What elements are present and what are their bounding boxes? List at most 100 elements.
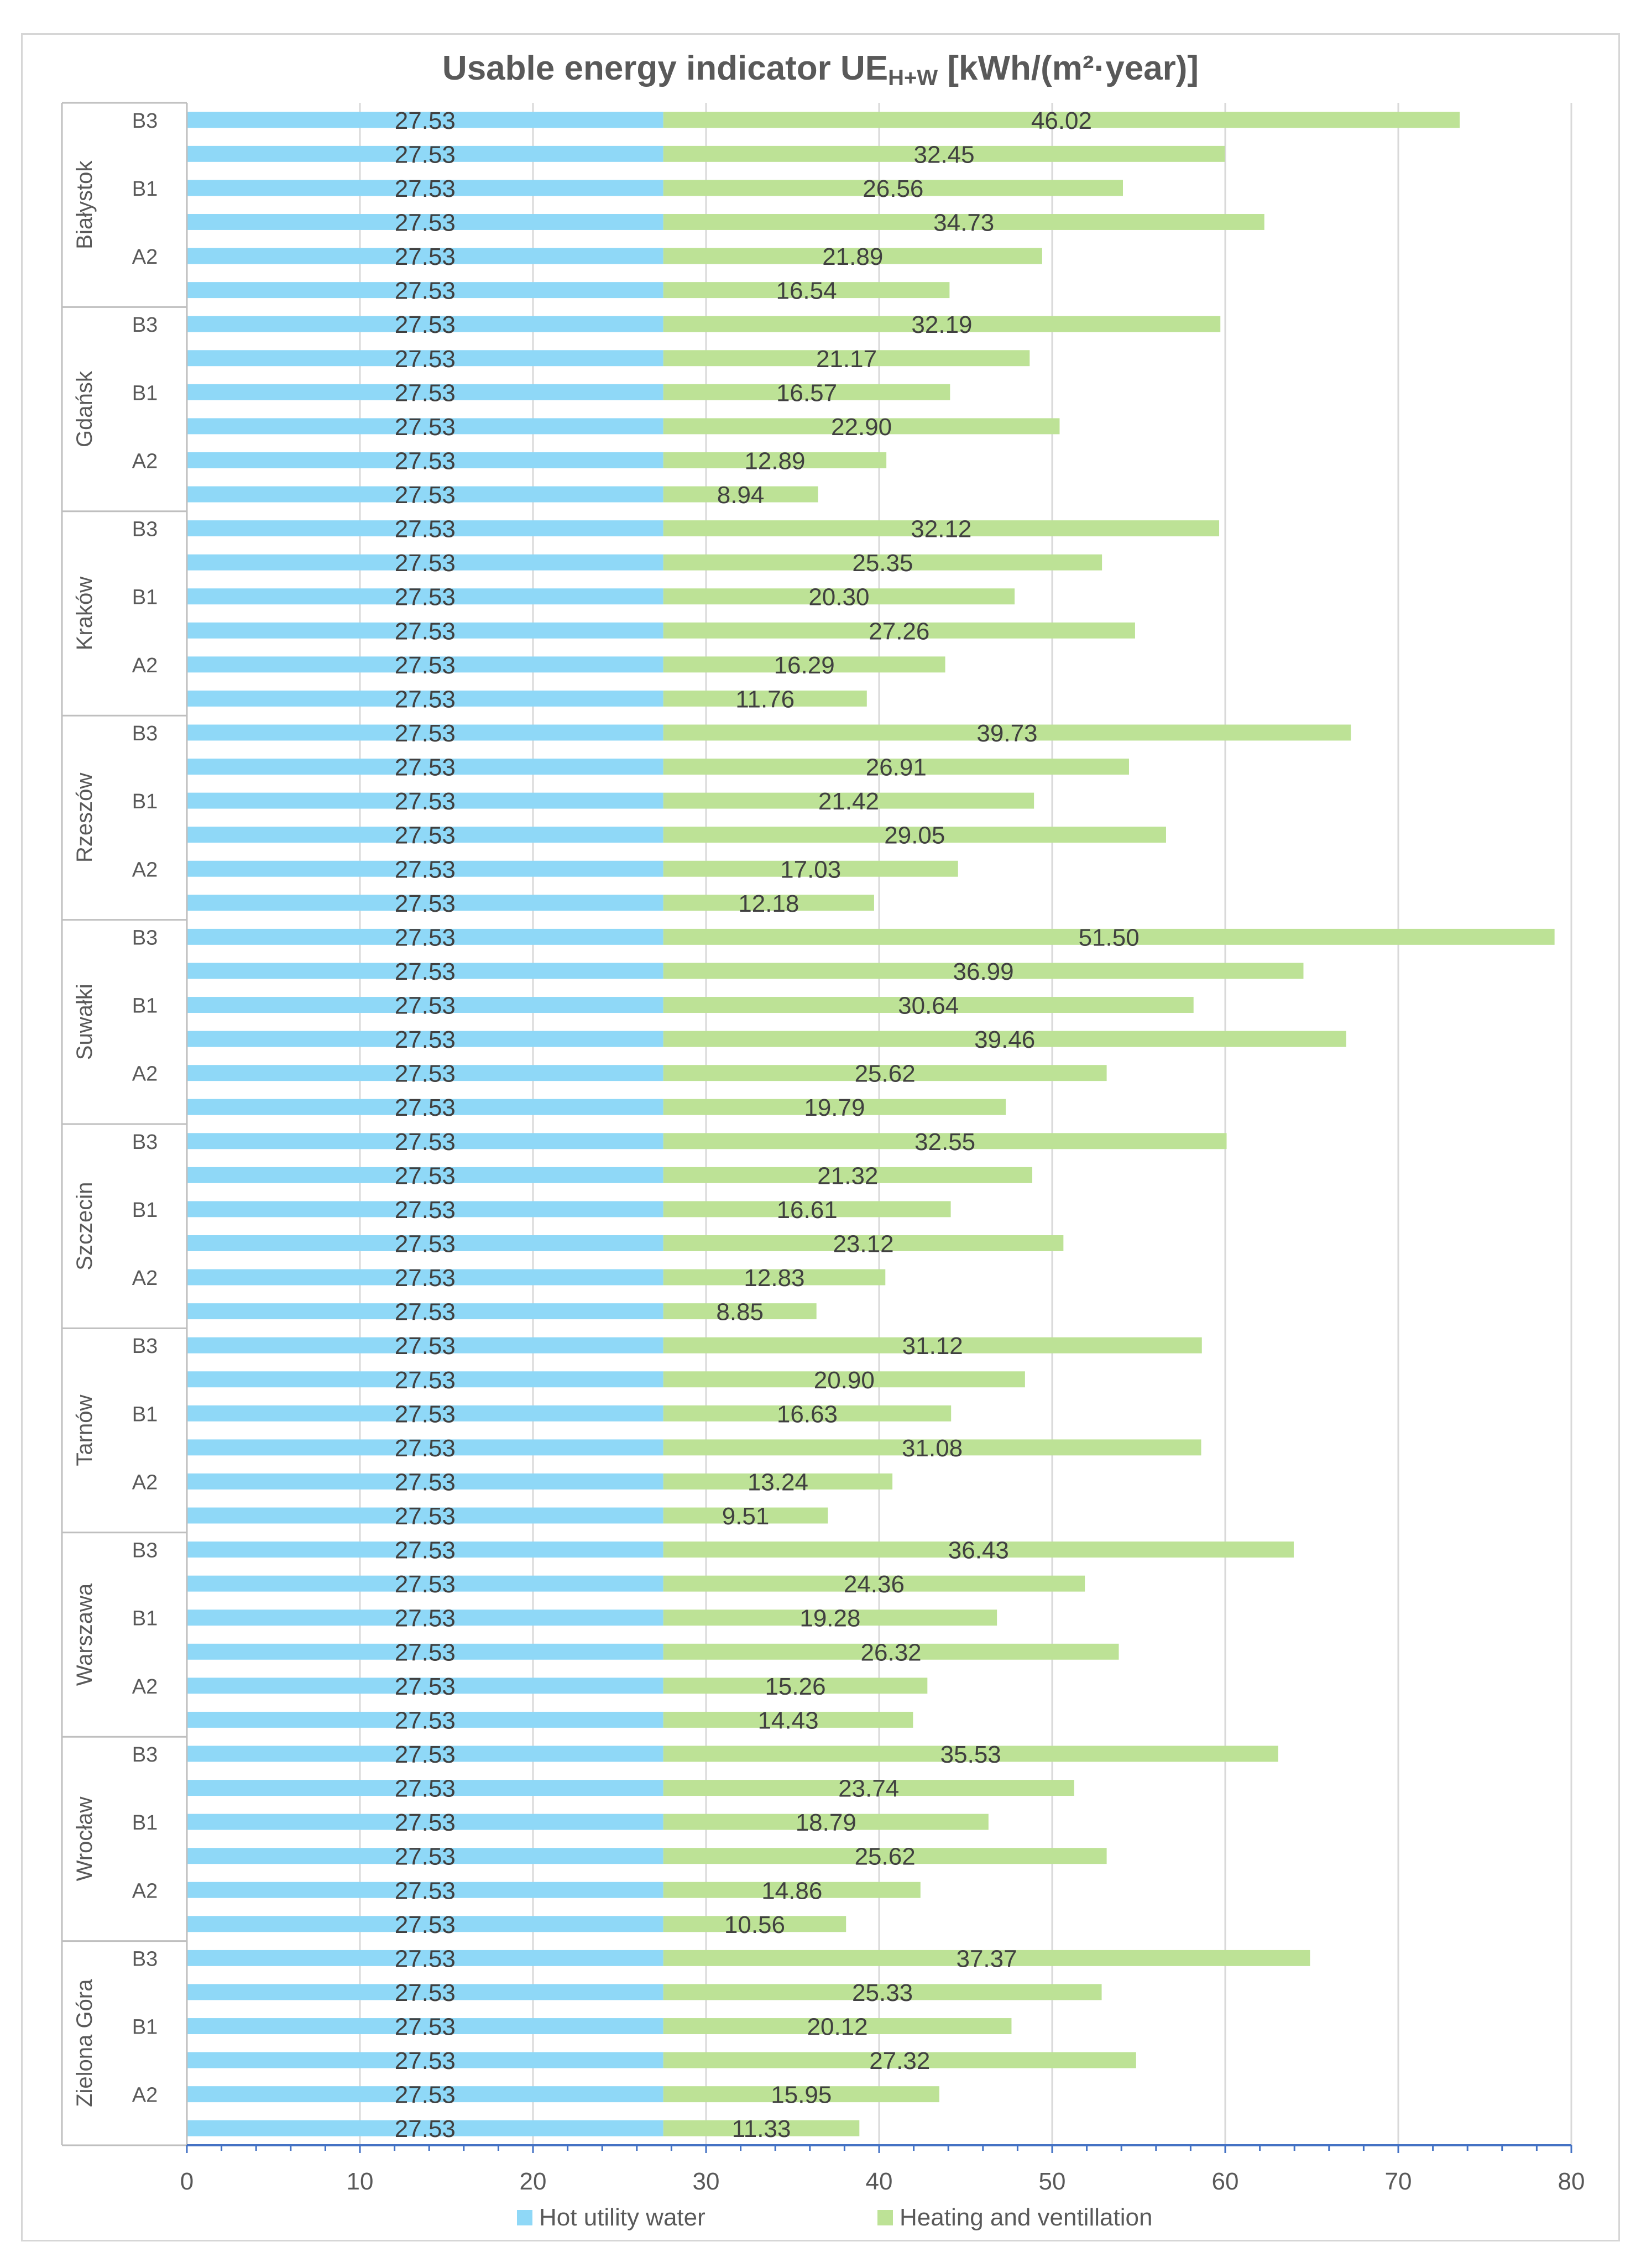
bar-hot-utility-water (187, 1848, 663, 1864)
bar-heating-ventillation (663, 1405, 952, 1422)
bar-hot-utility-water (187, 1201, 663, 1217)
chart-title-unit: [kWh/(m²·year)] (938, 49, 1199, 87)
bar-heating-ventillation (663, 963, 1304, 979)
data-label-heating-ventillation: 16.54 (776, 278, 837, 305)
x-tick-label: 30 (693, 2168, 720, 2195)
bar-heating-ventillation (663, 1916, 846, 1932)
data-label-heating-ventillation: 11.33 (732, 2115, 791, 2142)
data-label-heating-ventillation: 27.32 (869, 2047, 930, 2074)
bar-heating-ventillation (663, 895, 874, 911)
data-label-heating-ventillation: 39.46 (974, 1026, 1035, 1053)
data-label-heating-ventillation: 26.56 (863, 175, 923, 202)
data-label-hot-utility-water: 27.53 (395, 1026, 456, 1053)
bar-hot-utility-water (187, 2052, 663, 2068)
bar-hot-utility-water (187, 1405, 663, 1422)
data-label-hot-utility-water: 27.53 (395, 618, 456, 645)
bar-hot-utility-water (187, 656, 663, 673)
bar-hot-utility-water (187, 1916, 663, 1932)
category-tick-label: B1 (132, 1199, 158, 1222)
data-label-hot-utility-water: 27.53 (395, 447, 456, 474)
bar-heating-ventillation (663, 1065, 1107, 1081)
bar-hot-utility-water (187, 1609, 663, 1626)
category-tick-label: B3 (132, 1947, 158, 1971)
bar-hot-utility-water (187, 622, 663, 639)
bar-hot-utility-water (187, 1303, 663, 1320)
data-label-hot-utility-water: 27.53 (395, 414, 456, 441)
bar-hot-utility-water (187, 384, 663, 400)
bar-hot-utility-water (187, 827, 663, 843)
bar-hot-utility-water (187, 452, 663, 468)
bar-hot-utility-water (187, 1371, 663, 1388)
bar-heating-ventillation (663, 1678, 928, 1694)
category-tick-label: A2 (132, 654, 158, 677)
data-label-hot-utility-water: 27.53 (395, 243, 456, 270)
bar-heating-ventillation (663, 350, 1030, 367)
bar-hot-utility-water (187, 1065, 663, 1081)
bar-hot-utility-water (187, 554, 663, 571)
data-label-heating-ventillation: 20.12 (807, 2014, 868, 2041)
data-label-heating-ventillation: 16.63 (777, 1400, 838, 1428)
category-tick-label: A2 (132, 450, 158, 473)
data-label-hot-utility-water: 27.53 (395, 141, 456, 168)
data-label-hot-utility-water: 27.53 (395, 788, 456, 815)
data-label-hot-utility-water: 27.53 (395, 1162, 456, 1189)
bar-hot-utility-water (187, 1133, 663, 1149)
legend-swatch-hot-utility-water (517, 2210, 532, 2225)
chart-title: Usable energy indicator UEH+W [kWh/(m²·y… (0, 49, 1641, 91)
legend-label-heating-ventillation: Heating and ventillation (900, 2204, 1152, 2231)
bar-hot-utility-water (187, 180, 663, 196)
data-label-heating-ventillation: 51.50 (1079, 924, 1140, 951)
bar-heating-ventillation (663, 860, 958, 877)
bars (187, 112, 1555, 2136)
category-tick-label: B1 (132, 382, 158, 405)
data-label-heating-ventillation: 12.89 (744, 447, 805, 474)
category-tick-label: A2 (132, 1471, 158, 1494)
data-label-heating-ventillation: 21.42 (818, 788, 879, 815)
bar-hot-utility-water (187, 214, 663, 230)
bar-hot-utility-water (187, 1814, 663, 1830)
category-tick-label: A2 (132, 2084, 158, 2107)
bar-hot-utility-water (187, 588, 663, 605)
x-tick-label: 10 (347, 2168, 374, 2195)
bar-hot-utility-water (187, 1099, 663, 1115)
data-label-heating-ventillation: 25.33 (852, 1979, 913, 2006)
bar-hot-utility-water (187, 1643, 663, 1660)
data-label-heating-ventillation: 12.18 (738, 890, 799, 917)
x-tick-label: 20 (520, 2168, 547, 2195)
data-label-heating-ventillation: 30.64 (898, 992, 959, 1020)
data-label-hot-utility-water: 27.53 (395, 1707, 456, 1734)
bar-hot-utility-water (187, 1507, 663, 1524)
data-label-heating-ventillation: 32.12 (911, 516, 971, 543)
data-label-heating-ventillation: 22.90 (831, 414, 892, 441)
bar-heating-ventillation (663, 1133, 1227, 1149)
bar-hot-utility-water (187, 1269, 663, 1285)
bar-heating-ventillation (663, 2052, 1136, 2068)
category-tick-label: B1 (132, 2016, 158, 2039)
data-label-hot-utility-water: 27.53 (395, 720, 456, 747)
bar-hot-utility-water (187, 316, 663, 332)
bar-heating-ventillation (663, 588, 1015, 605)
bar-hot-utility-water (187, 2018, 663, 2034)
bar-hot-utility-water (187, 1950, 663, 1966)
bar-heating-ventillation (663, 1746, 1278, 1762)
bar-heating-ventillation (663, 1099, 1006, 1115)
bar-heating-ventillation (663, 1609, 997, 1626)
category-tick-label: B3 (132, 1335, 158, 1358)
bar-hot-utility-water (187, 1575, 663, 1592)
data-label-hot-utility-water: 27.53 (395, 311, 456, 338)
data-label-hot-utility-water: 27.53 (395, 1911, 456, 1938)
data-label-heating-ventillation: 13.24 (748, 1469, 808, 1496)
data-label-hot-utility-water: 27.53 (395, 379, 456, 406)
bar-heating-ventillation (663, 1848, 1107, 1864)
data-label-hot-utility-water: 27.53 (395, 1843, 456, 1870)
x-tick-label: 0 (180, 2168, 194, 2195)
data-label-heating-ventillation: 19.28 (799, 1605, 860, 1632)
category-tick-label: B3 (132, 722, 158, 745)
category-tick-label: B3 (132, 926, 158, 949)
data-label-heating-ventillation: 14.86 (761, 1877, 822, 1904)
legend-label-hot-utility-water: Hot utility water (539, 2204, 705, 2231)
bar-heating-ventillation (663, 1371, 1025, 1388)
bar-hot-utility-water (187, 418, 663, 435)
group-label: Białystok (72, 160, 97, 249)
data-label-hot-utility-water: 27.53 (395, 1230, 456, 1257)
